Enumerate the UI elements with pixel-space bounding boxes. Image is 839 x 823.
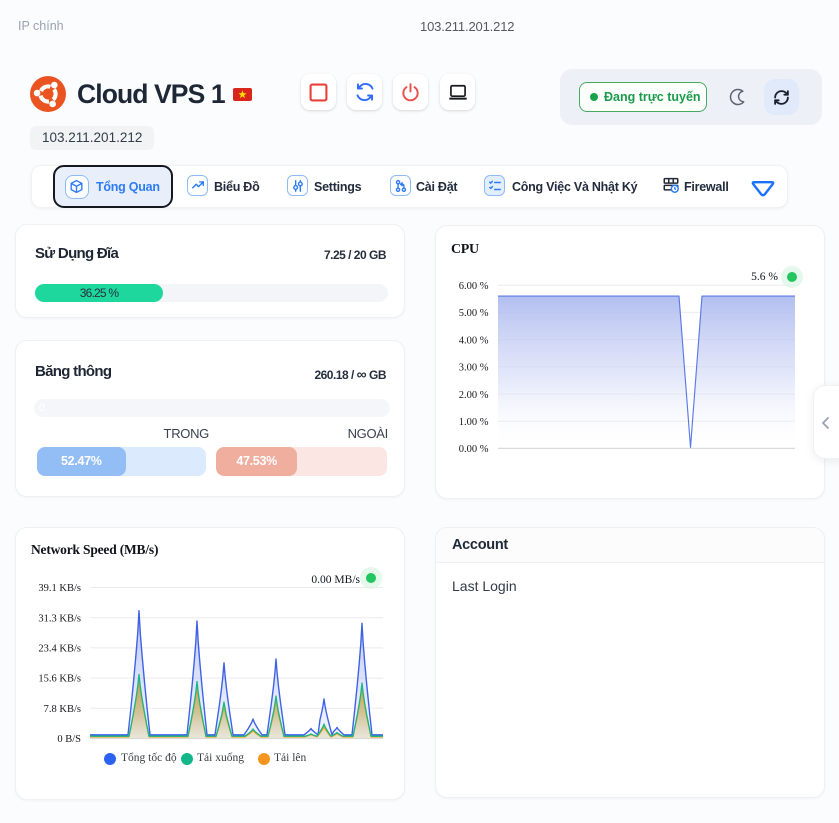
svg-text:5.00 %: 5.00 % <box>459 308 489 319</box>
svg-text:6.00 %: 6.00 % <box>459 281 489 292</box>
svg-text:39.1 KB/s: 39.1 KB/s <box>38 583 81 594</box>
svg-text:31.3 KB/s: 31.3 KB/s <box>38 613 81 624</box>
svg-text:1.00 %: 1.00 % <box>459 417 489 428</box>
svg-text:15.6 KB/s: 15.6 KB/s <box>38 674 81 685</box>
svg-text:3.00 %: 3.00 % <box>459 363 489 374</box>
svg-text:0.00 %: 0.00 % <box>459 444 489 455</box>
svg-text:23.4 KB/s: 23.4 KB/s <box>38 644 81 655</box>
svg-text:0 B/S: 0 B/S <box>57 734 81 745</box>
svg-text:4.00 %: 4.00 % <box>459 335 489 346</box>
svg-text:2.00 %: 2.00 % <box>459 390 489 401</box>
svg-text:7.8 KB/s: 7.8 KB/s <box>44 704 81 715</box>
